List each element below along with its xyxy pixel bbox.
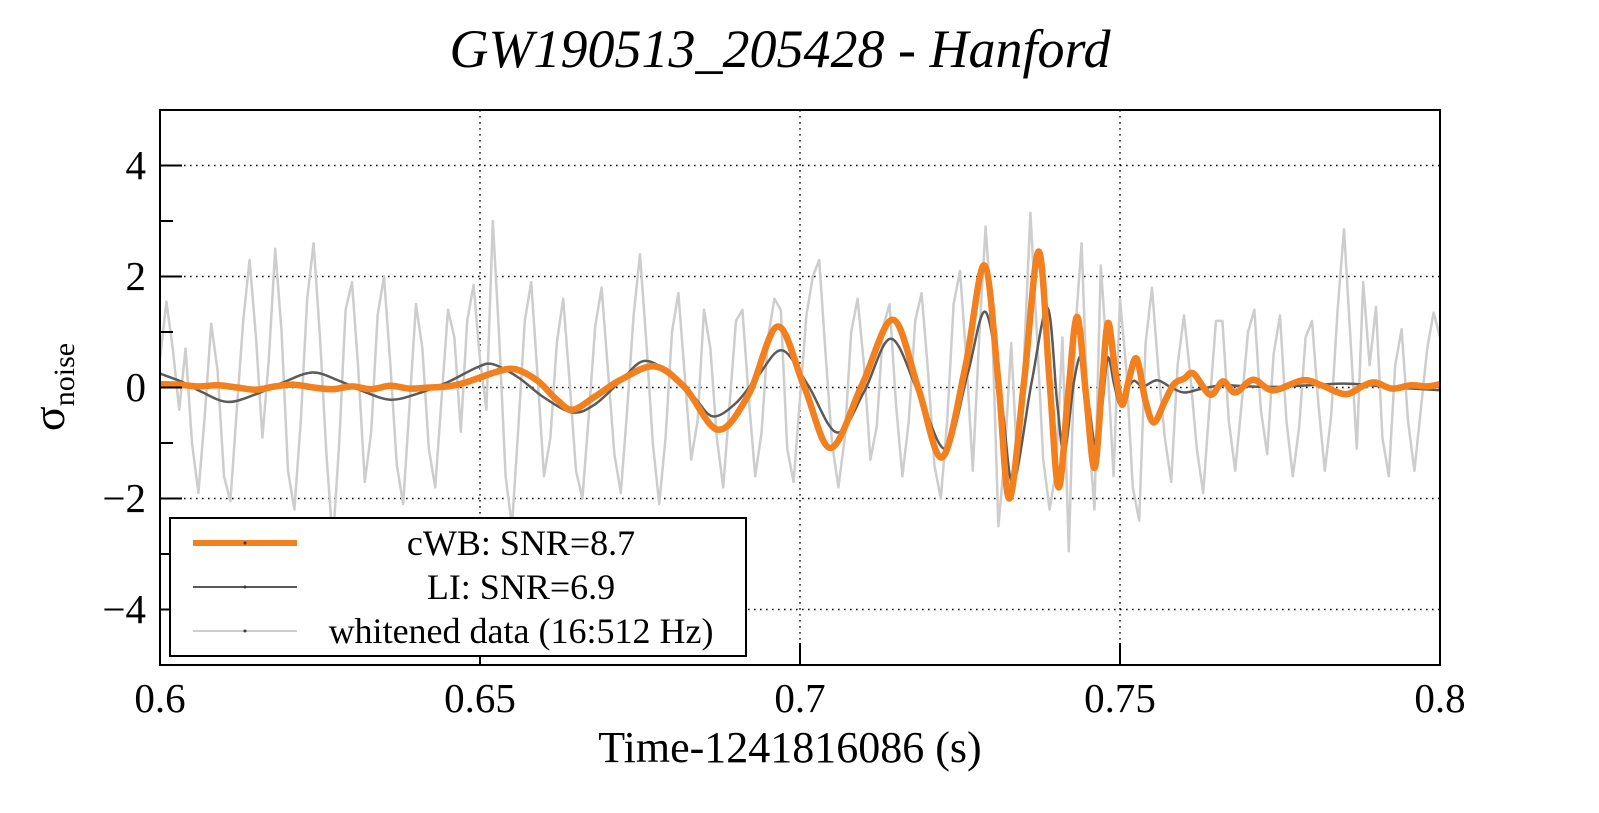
x-tick-label: 0.65 <box>444 675 516 721</box>
y-tick-label: 4 <box>125 141 147 188</box>
li-line-sample <box>193 585 297 589</box>
x-axis-label: Time-1241816086 (s) <box>598 723 982 772</box>
legend: cWB: SNR=8.7 LI: SNR=6.9 whitened data (… <box>169 517 747 657</box>
x-tick-label: 0.6 <box>134 675 186 721</box>
x-tick-label: 0.75 <box>1084 675 1156 721</box>
y-tick-labels: 4 2 0 −2 −4 <box>52 0 152 813</box>
legend-marker-dot-icon <box>243 629 247 633</box>
x-tick-label: 0.7 <box>774 675 826 721</box>
legend-row-li: LI: SNR=6.9 <box>171 565 745 609</box>
legend-marker-dot-icon <box>243 585 247 589</box>
chart-title: GW190513_205428 - Hanford <box>449 19 1111 79</box>
cwb-line-sample <box>193 540 297 546</box>
y-tick-label: 2 <box>125 252 147 299</box>
y-tick-label: −4 <box>102 585 146 632</box>
legend-label-li: LI: SNR=6.9 <box>426 567 616 607</box>
legend-label-whitened: whitened data (16:512 Hz) <box>328 611 714 651</box>
y-tick-label: 0 <box>125 363 147 410</box>
y-tick-label: −2 <box>102 474 146 521</box>
legend-row-cwb: cWB: SNR=8.7 <box>171 521 745 565</box>
x-tick-labels: 0.6 0.65 0.7 0.75 0.8 <box>0 674 1599 726</box>
legend-label-cwb: cWB: SNR=8.7 <box>406 523 636 563</box>
legend-row-whitened: whitened data (16:512 Hz) <box>171 609 745 653</box>
whitened-line-sample <box>193 629 297 633</box>
legend-marker-dot-icon <box>243 541 247 545</box>
x-tick-label: 0.8 <box>1414 675 1466 721</box>
